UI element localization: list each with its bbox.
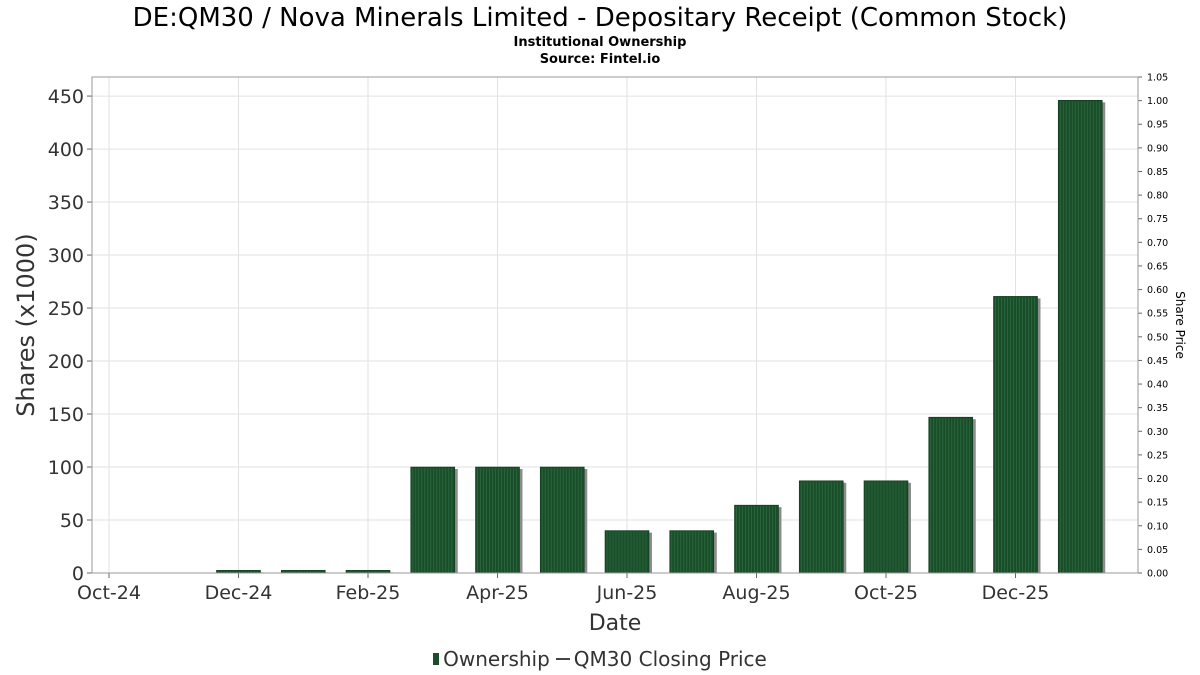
y2-tick-label: 0.05: [1147, 545, 1168, 556]
bar-body: [410, 466, 456, 574]
ownership-bar: [993, 296, 1041, 574]
price-legend-swatch: [555, 658, 570, 660]
y2-tick-label: 0.95: [1147, 120, 1168, 131]
y-tick-label: 150: [48, 404, 84, 426]
y2-tick-label: 0.65: [1147, 261, 1168, 272]
chart-legend: Ownership QM30 Closing Price: [0, 646, 1200, 672]
y-tick-label: 400: [48, 139, 84, 161]
y-tick-label: 200: [48, 351, 84, 373]
ownership-bar: [604, 530, 652, 574]
y2-tick-label: 0.20: [1147, 474, 1168, 485]
y2-tick-label: 0.30: [1147, 427, 1168, 438]
chart-title: DE:QM30 / Nova Minerals Limited - Deposi…: [132, 3, 1068, 33]
ownership-bars: [216, 100, 1106, 574]
y-tick-label: 0: [72, 563, 84, 585]
ownership-bar: [669, 530, 717, 574]
ownership-bar: [734, 504, 782, 574]
x-tick-label: Dec-25: [982, 582, 1050, 604]
y2-tick-label: 0.00: [1147, 569, 1168, 580]
price-legend-label: QM30 Closing Price: [573, 647, 767, 671]
x-tick-label: Aug-25: [722, 582, 790, 604]
y2-tick-label: 0.75: [1147, 214, 1168, 225]
plot-border: [91, 76, 1139, 574]
axes: 0 50 100 150 200 250 300 350 400 450 Oct-24 Dec-24 F…: [48, 73, 1168, 605]
y2-tick-label: 0.90: [1147, 143, 1168, 154]
y2-tick-label: 0.40: [1147, 380, 1168, 391]
x-tick-label: Apr-25: [466, 582, 529, 604]
y-tick-label: 250: [48, 298, 84, 320]
y-tick-label: 300: [48, 245, 84, 267]
y2-tick-label: 1.00: [1147, 96, 1168, 107]
y2-tick-label: 0.10: [1147, 521, 1168, 532]
chart-subtitle: Institutional Ownership: [513, 35, 687, 50]
x-axis-label: Date: [589, 611, 642, 636]
y-tick-label: 450: [48, 86, 84, 108]
y2-tick-label: 0.85: [1147, 167, 1168, 178]
ownership-bar: [798, 480, 847, 574]
y2-tick-label: 0.80: [1147, 191, 1168, 202]
bar-body: [475, 466, 520, 574]
ownership-bar: [539, 466, 588, 574]
bar-body: [993, 296, 1038, 574]
y-axis-label: Shares (x1000): [12, 233, 40, 416]
y2-tick-label: 0.25: [1147, 450, 1168, 461]
x-tick-label: Oct-25: [854, 582, 918, 604]
y2-tick-label: 0.35: [1147, 403, 1168, 414]
y2-tick-label: 0.45: [1147, 356, 1168, 367]
ownership-bar: [928, 416, 976, 574]
ownership-legend-label: Ownership: [443, 647, 550, 671]
bar-body: [669, 530, 715, 574]
y2-tick-label: 0.70: [1147, 238, 1168, 249]
y2-tick-label: 0.15: [1147, 498, 1168, 509]
ownership-legend-swatch: [433, 653, 440, 665]
ownership-bar: [410, 466, 458, 574]
bar-body: [539, 466, 585, 574]
bar-body: [604, 530, 650, 574]
x-tick-label: Jun-25: [596, 582, 658, 604]
x-tick-label: Feb-25: [336, 582, 401, 604]
y2-tick-label: 0.55: [1147, 309, 1168, 320]
bar-body: [928, 416, 974, 574]
ownership-bar: [475, 466, 523, 574]
y2-axis-label: Share Price: [1173, 291, 1187, 359]
chart-source: Source: Fintel.io: [539, 52, 661, 67]
plot-background: [91, 76, 1139, 574]
bar-body: [863, 480, 909, 574]
bar-body: [1057, 100, 1103, 574]
y2-tick-label: 0.50: [1147, 332, 1168, 343]
bar-body: [798, 480, 844, 574]
ownership-bar: [1057, 100, 1106, 574]
y-tick-label: 50: [60, 510, 84, 532]
bar-body: [734, 504, 779, 574]
x-tick-label: Dec-24: [205, 582, 273, 604]
y2-tick-label: 0.60: [1147, 285, 1168, 296]
ownership-bar: [863, 480, 911, 574]
y2-tick-label: 1.05: [1147, 73, 1168, 84]
y-tick-label: 350: [48, 192, 84, 214]
x-tick-label: Oct-24: [77, 582, 141, 604]
y-tick-label: 100: [48, 457, 84, 479]
grid-lines: [92, 77, 1138, 574]
